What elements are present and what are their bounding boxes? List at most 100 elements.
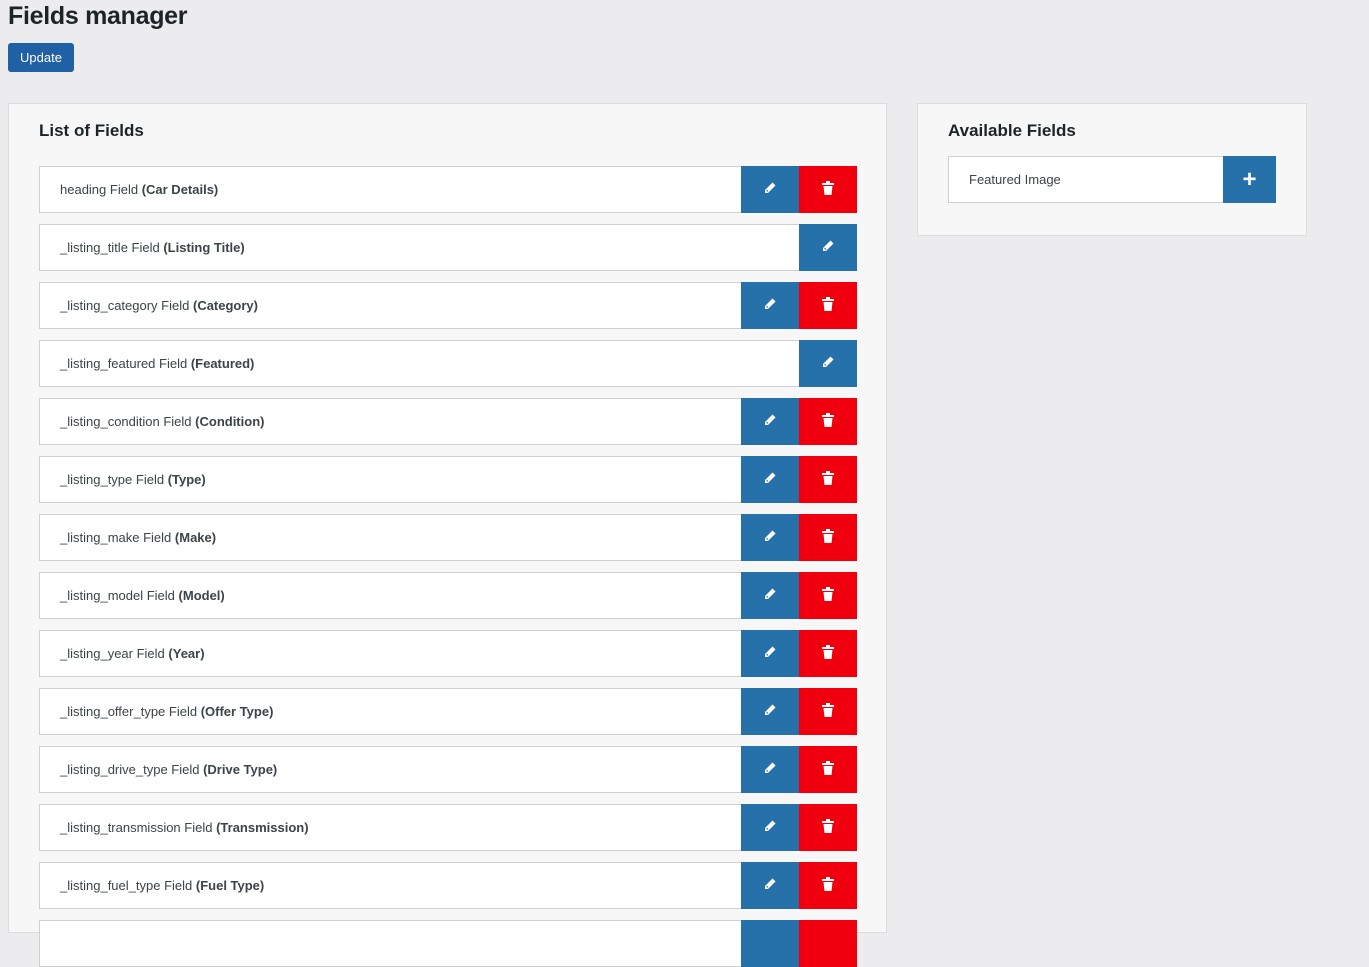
pencil-icon (763, 761, 777, 778)
pencil-icon (763, 471, 777, 488)
field-row: _listing_transmission Field (Transmissio… (39, 804, 857, 851)
pencil-icon (821, 355, 835, 372)
field-row: heading Field (Car Details) (39, 166, 857, 213)
trash-icon (822, 703, 834, 720)
trash-icon (822, 471, 834, 488)
pencil-icon (763, 703, 777, 720)
edit-field-button[interactable] (741, 572, 799, 619)
field-display-name: (Type) (167, 472, 206, 487)
trash-icon (822, 181, 834, 198)
delete-field-button[interactable] (799, 514, 857, 561)
delete-field-button[interactable] (799, 630, 857, 677)
field-key: _listing_year Field (60, 646, 165, 661)
field-row: _listing_title Field (Listing Title) (39, 224, 857, 271)
delete-field-button[interactable] (799, 398, 857, 445)
field-label: _listing_make Field (Make) (60, 530, 216, 545)
edit-field-button[interactable] (741, 862, 799, 909)
field-key: heading Field (60, 182, 139, 197)
field-row: _listing_make Field (Make) (39, 514, 857, 561)
field-key: _listing_fuel_type Field (60, 878, 193, 893)
update-button[interactable]: Update (8, 43, 74, 72)
available-field-item: Featured Image + (948, 156, 1276, 203)
pencil-icon (763, 413, 777, 430)
edit-field-button[interactable] (741, 688, 799, 735)
field-label: _listing_condition Field (Condition) (60, 414, 264, 429)
field-label: heading Field (Car Details) (60, 182, 218, 197)
delete-field-button[interactable] (799, 456, 857, 503)
field-label: _listing_category Field (Category) (60, 298, 258, 313)
edit-field-button[interactable] (799, 340, 857, 387)
field-display-name: (Make) (174, 530, 217, 545)
field-row: _listing_offer_type Field (Offer Type) (39, 688, 857, 735)
trash-icon (822, 297, 834, 314)
edit-field-button[interactable] (741, 282, 799, 329)
field-display-name: (Car Details) (141, 182, 219, 197)
field-display-name: (Category) (192, 298, 258, 313)
field-label: _listing_year Field (Year) (60, 646, 205, 661)
edit-field-button[interactable] (741, 920, 799, 967)
edit-field-button[interactable] (741, 166, 799, 213)
field-row: _listing_condition Field (Condition) (39, 398, 857, 445)
trash-icon (822, 529, 834, 546)
pencil-icon (763, 587, 777, 604)
pencil-icon (821, 239, 835, 256)
page-title: Fields manager (8, 2, 188, 30)
delete-field-button[interactable] (799, 688, 857, 735)
edit-field-button[interactable] (741, 746, 799, 793)
delete-field-button[interactable] (799, 572, 857, 619)
edit-field-button[interactable] (741, 398, 799, 445)
field-row: _listing_featured Field (Featured) (39, 340, 857, 387)
field-label: _listing_model Field (Model) (60, 588, 225, 603)
field-key: _listing_make Field (60, 530, 172, 545)
edit-field-button[interactable] (741, 804, 799, 851)
field-key: _listing_transmission Field (60, 820, 213, 835)
trash-icon (822, 877, 834, 894)
field-label: _listing_drive_type Field (Drive Type) (60, 762, 277, 777)
field-row: _listing_fuel_type Field (Fuel Type) (39, 862, 857, 909)
pencil-icon (763, 645, 777, 662)
field-row: _listing_model Field (Model) (39, 572, 857, 619)
field-key: _listing_offer_type Field (60, 704, 198, 719)
delete-field-button[interactable] (799, 282, 857, 329)
field-display-name: (Featured) (190, 356, 255, 371)
field-key: _listing_title Field (60, 240, 160, 255)
field-key: _listing_category Field (60, 298, 190, 313)
delete-field-button[interactable] (799, 862, 857, 909)
pencil-icon (763, 819, 777, 836)
field-key: _listing_type Field (60, 472, 165, 487)
edit-field-button[interactable] (741, 630, 799, 677)
field-label: _listing_type Field (Type) (60, 472, 206, 487)
field-label: _listing_offer_type Field (Offer Type) (60, 704, 273, 719)
pencil-icon (763, 297, 777, 314)
available-fields-title: Available Fields (948, 121, 1076, 140)
delete-field-button[interactable] (799, 920, 857, 967)
trash-icon (822, 761, 834, 778)
field-key: _listing_model Field (60, 588, 175, 603)
field-display-name: (Year) (168, 646, 205, 661)
add-field-button[interactable]: + (1223, 156, 1276, 203)
trash-icon (822, 819, 834, 836)
trash-icon (822, 645, 834, 662)
field-display-name: (Fuel Type) (195, 878, 265, 893)
field-label: _listing_fuel_type Field (Fuel Type) (60, 878, 264, 893)
edit-field-button[interactable] (741, 514, 799, 561)
field-key: _listing_featured Field (60, 356, 188, 371)
field-row: _listing_category Field (Category) (39, 282, 857, 329)
delete-field-button[interactable] (799, 166, 857, 213)
edit-field-button[interactable] (741, 456, 799, 503)
field-row (39, 920, 857, 967)
delete-field-button[interactable] (799, 804, 857, 851)
trash-icon (822, 413, 834, 430)
field-key: _listing_condition Field (60, 414, 192, 429)
field-label: _listing_title Field (Listing Title) (60, 240, 245, 255)
field-display-name: (Drive Type) (203, 762, 278, 777)
edit-field-button[interactable] (799, 224, 857, 271)
field-row: _listing_type Field (Type) (39, 456, 857, 503)
list-of-fields-title: List of Fields (39, 121, 144, 140)
field-display-name: (Condition) (195, 414, 265, 429)
field-label: _listing_featured Field (Featured) (60, 356, 254, 371)
field-row: _listing_drive_type Field (Drive Type) (39, 746, 857, 793)
delete-field-button[interactable] (799, 746, 857, 793)
available-field-label: Featured Image (969, 172, 1061, 187)
trash-icon (822, 587, 834, 604)
